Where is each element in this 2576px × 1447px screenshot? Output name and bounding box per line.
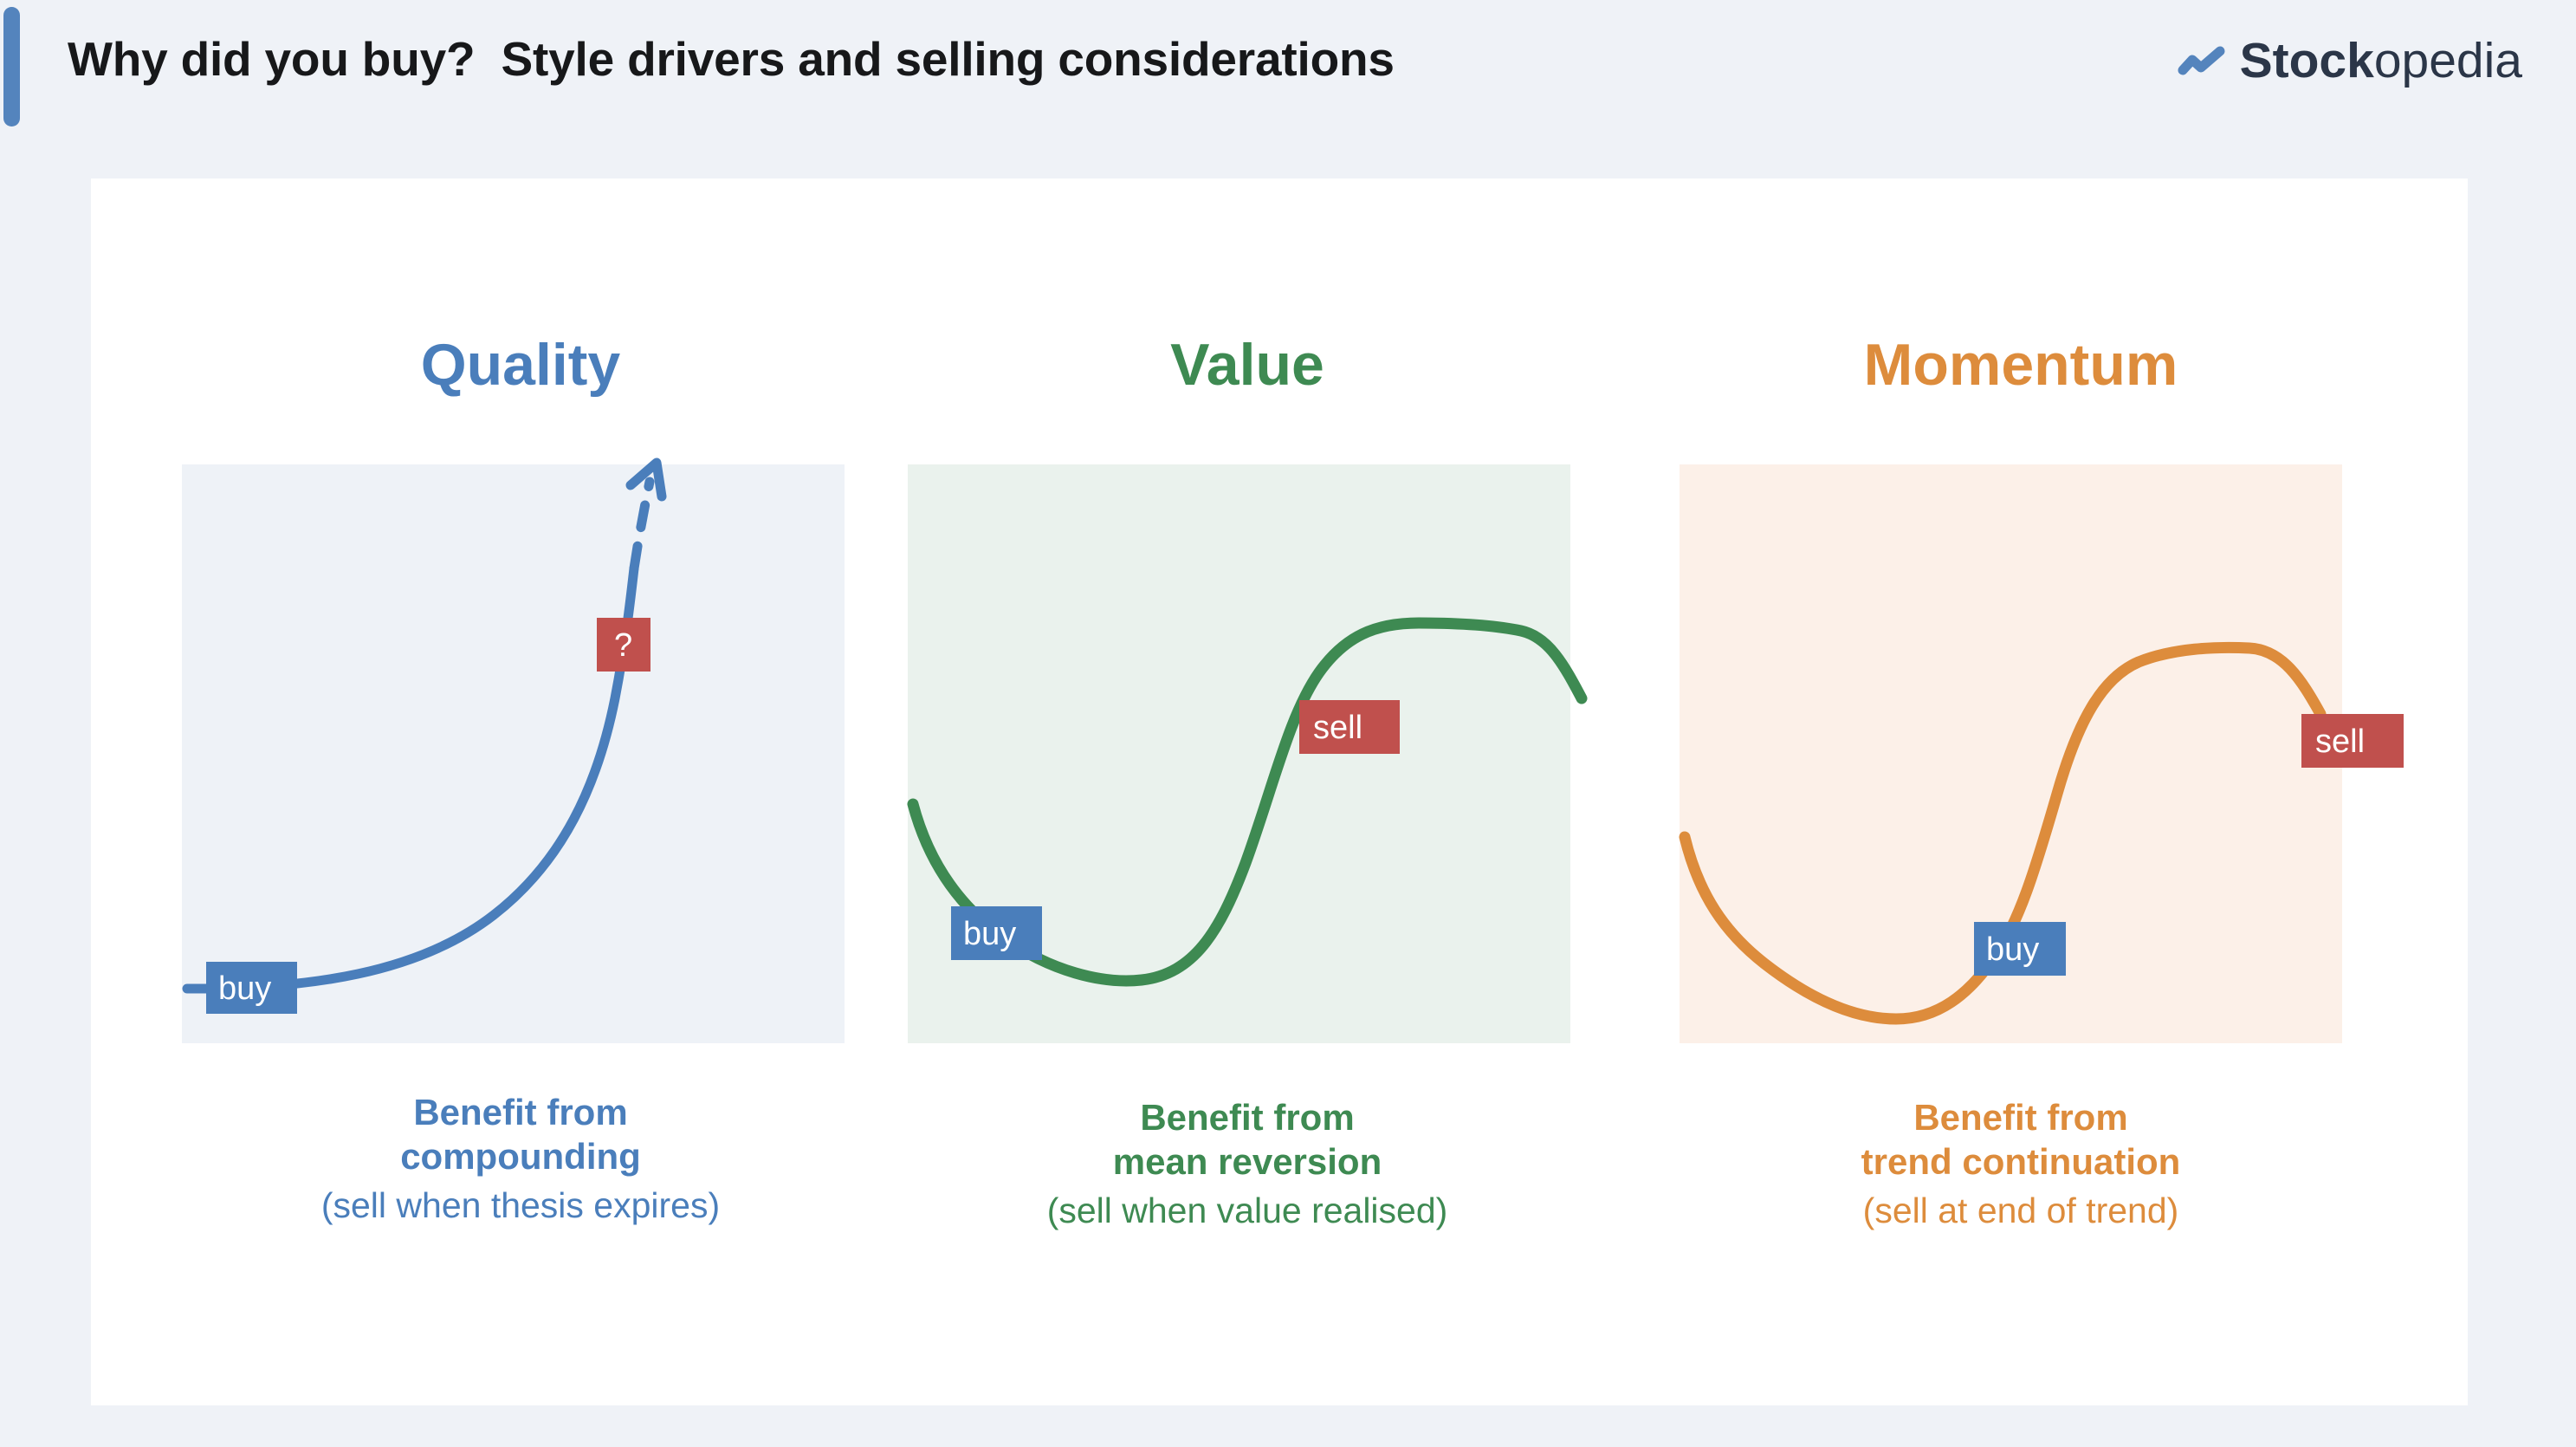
caption-momentum-line1: Benefit from — [1913, 1097, 2128, 1138]
caption-quality-sub: (sell when thesis expires) — [320, 1185, 721, 1226]
badge-buy-value[interactable]: buy — [951, 906, 1042, 960]
style-columns: Quality buy — [91, 178, 2468, 1405]
caption-quality-line1: Benefit from — [413, 1092, 628, 1132]
badge-buy-value-label: buy — [963, 916, 1016, 952]
badge-buy-momentum[interactable]: buy — [1974, 922, 2066, 976]
chart-panel-quality: buy ? — [182, 457, 845, 1043]
style-column-value: Value buy sell — [866, 178, 1628, 1405]
column-heading-value: Value — [1170, 332, 1324, 398]
badge-sell-value-label: sell — [1313, 710, 1362, 746]
caption-value: Benefit from mean reversion (sell when v… — [866, 1095, 1628, 1232]
logo-light-text: opedia — [2373, 33, 2522, 88]
quality-chart: buy ? — [182, 457, 667, 1014]
value-chart: buy sell — [907, 617, 1588, 987]
badge-unknown-quality[interactable]: ? — [597, 618, 650, 672]
badge-buy-momentum-label: buy — [1986, 931, 2039, 968]
caption-value-line2: mean reversion — [1112, 1141, 1382, 1183]
page-title: Why did you buy? Style drivers and selli… — [68, 32, 1395, 86]
badge-unknown-quality-label: ? — [614, 627, 632, 664]
caption-quality-line2: compounding — [400, 1136, 641, 1178]
header-accent-bar — [3, 7, 20, 127]
logo-wordmark: Stockopedia — [2240, 36, 2522, 86]
page-header: Why did you buy? Style drivers and selli… — [0, 0, 2576, 147]
caption-quality: Benefit from compounding (sell when thes… — [139, 1090, 902, 1227]
caption-momentum-line2: trend continuation — [1861, 1141, 2181, 1183]
column-heading-quality: Quality — [420, 332, 621, 398]
line-chart-icon — [2178, 46, 2225, 75]
badge-sell-value[interactable]: sell — [1299, 700, 1400, 754]
caption-value-sub: (sell when value realised) — [1046, 1191, 1448, 1231]
logo-bold-text: Stock — [2239, 33, 2374, 88]
stockopedia-logo[interactable]: Stockopedia — [2178, 36, 2522, 86]
caption-momentum: Benefit from trend continuation (sell at… — [1640, 1095, 2402, 1232]
content-card: Quality buy — [91, 178, 2468, 1405]
caption-value-line1: Benefit from — [1140, 1097, 1355, 1138]
style-column-momentum: Momentum buy sell — [1640, 178, 2404, 1405]
chart-panel-momentum: buy sell — [1679, 464, 2404, 1043]
style-column-quality: Quality buy — [139, 178, 902, 1405]
momentum-chart: buy sell — [1679, 641, 2404, 1025]
chart-panel-value: buy sell — [907, 464, 1588, 1043]
badge-sell-momentum[interactable]: sell — [2301, 714, 2404, 768]
column-heading-momentum: Momentum — [1863, 332, 2178, 398]
badge-buy-quality[interactable]: buy — [206, 962, 297, 1014]
badge-buy-quality-label: buy — [218, 970, 271, 1007]
badge-sell-momentum-label: sell — [2315, 724, 2365, 760]
caption-momentum-sub: (sell at end of trend) — [1862, 1191, 2179, 1231]
